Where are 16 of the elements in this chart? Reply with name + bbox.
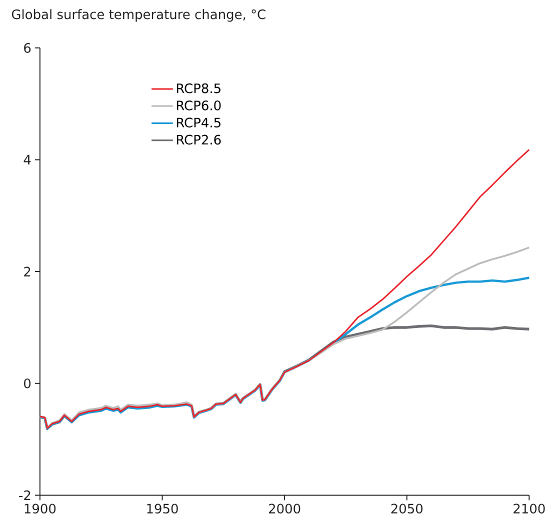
y-tick-label: 2 (24, 266, 30, 276)
legend-label: RCP8.5 (176, 83, 220, 94)
y-tick-label: 6 (24, 42, 31, 53)
y-tick-label: 0 (24, 378, 31, 388)
x-tick-label: 1950 (147, 504, 178, 514)
legend-label: RCP6.0 (176, 100, 221, 110)
x-tick-label: 2000 (268, 504, 300, 514)
x-tick-label: 2100 (514, 504, 545, 514)
y-tick-label: 4 (24, 154, 31, 164)
legend-label: RCP4.5 (176, 118, 220, 128)
legend-label: RCP2.6 (176, 134, 221, 145)
chart-title: Global surface temperature change, °C (12, 9, 266, 22)
y-tick-label: -2 (19, 490, 30, 500)
x-tick-label: 2050 (391, 504, 422, 514)
line-series (38, 276, 530, 430)
x-tick-label: 1900 (24, 504, 56, 514)
